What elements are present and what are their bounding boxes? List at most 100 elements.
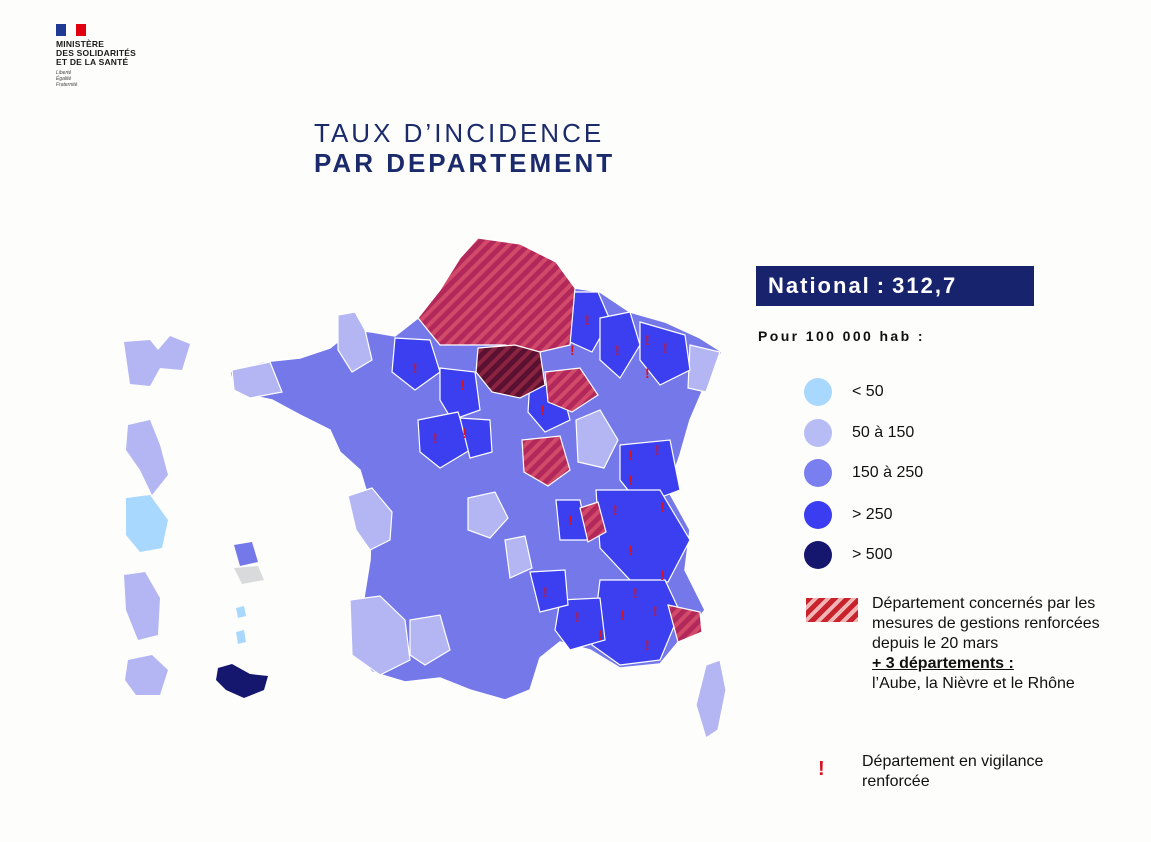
legend-label: > 500 [852, 546, 893, 563]
legend-swatch [804, 459, 832, 487]
department-light-gers [409, 614, 451, 666]
national-separator: : [876, 273, 887, 298]
department-hatched-rhone [579, 501, 607, 543]
vigilance-icon: ! [645, 637, 650, 653]
department-light-cotedor [575, 409, 619, 469]
department-high-eureetloir [439, 367, 481, 421]
vigilance-icon: ! [663, 340, 668, 356]
overseas-polynesie [216, 664, 268, 698]
legend-swatch [804, 419, 832, 447]
department-hatched-aube [544, 367, 599, 413]
vigilance-icon: ! [615, 342, 620, 358]
motto-egalite: Égalité [56, 76, 72, 82]
legend-label: 150 à 250 [852, 464, 924, 481]
hatch-extra-title: + 3 départements : [872, 655, 1014, 672]
title-line-1: TAUX D’INCIDENCE [314, 118, 605, 148]
corsica [695, 659, 727, 739]
legend-swatch [804, 541, 832, 569]
hatch-description: Département concernés par les mesures de… [872, 595, 1100, 652]
legend-swatch [804, 378, 832, 406]
department-light-vendee [347, 487, 393, 551]
vigilance-icon: ! [540, 402, 545, 418]
legend-label: > 250 [852, 506, 893, 523]
department-light-brittany [231, 361, 283, 399]
vigilance-icon: ! [653, 603, 658, 619]
page-title: TAUX D’INCIDENCE PAR DEPARTEMENT [314, 118, 615, 178]
department-high-south-east [591, 579, 681, 666]
logo-motto: Liberté Égalité Fraternité [56, 70, 176, 88]
department-light-limousin [504, 535, 533, 579]
overseas-martinique [126, 420, 168, 495]
vigilance-icon: ! [570, 342, 575, 358]
legend-label: 50 à 150 [852, 424, 915, 441]
legend-item-50-150: 50 à 150 [804, 418, 914, 448]
department-hatched-alpes-maritimes [667, 604, 703, 643]
exclamation-mark-icon: ! [818, 758, 825, 780]
vigilance-icon: ! [655, 442, 660, 458]
logo-line-2: DES SOLIDARITÉS [56, 48, 136, 58]
vigilance-icon: ! [628, 542, 633, 558]
vigilance-icon: ! [620, 607, 625, 623]
vigilance-icon: ! [433, 430, 438, 446]
department-high-loiret [417, 411, 471, 469]
vigilance-icon: ! [575, 609, 580, 625]
national-rate-banner: National:312,7 [756, 266, 1034, 306]
vigilance-icon: ! [543, 584, 548, 600]
vigilance-icon: ! [568, 512, 573, 528]
overseas-wallis-2 [236, 630, 246, 644]
overseas-wallis [236, 606, 246, 618]
department-high-rhonealpes [595, 489, 691, 583]
national-label: National [768, 273, 871, 298]
overseas-spm [234, 542, 258, 566]
motto-fraternite: Fraternité [56, 82, 78, 88]
overseas-spm-2 [234, 566, 264, 584]
vigilance-markers: ! ! ! ! ! ! ! ! ! ! ! ! ! ! ! ! ! ! ! ! … [413, 312, 668, 653]
legend-item-150-250: 150 à 250 [804, 458, 923, 488]
vigilance-icon: ! [660, 499, 665, 515]
vigilance-icon: ! [645, 332, 650, 348]
per-hab-label: Pour 100 000 hab : [758, 328, 925, 344]
hatch-swatch [806, 598, 858, 622]
department-hatched-paris [475, 344, 546, 399]
vigilance-icon: ! [645, 365, 650, 381]
department-high-moselle [639, 321, 691, 386]
vigilance-text: Département en vigilance renforcée [862, 753, 1044, 790]
department-high-eure [391, 337, 441, 391]
department-high-meuse [599, 311, 641, 379]
legend-label: < 50 [852, 383, 884, 400]
vigilance-icon: ! [660, 567, 665, 583]
overseas-guyane [126, 495, 168, 552]
vigilance-icon: ! [413, 360, 418, 376]
department-light-cotentin [337, 311, 373, 373]
department-light-alsace [687, 344, 721, 393]
department-hatched-north [417, 237, 576, 353]
department-hatched-nievre [521, 435, 571, 487]
overseas-mayotte [124, 572, 160, 640]
department-high-herault [554, 597, 606, 651]
hatch-text: Département concernés par les mesures de… [872, 594, 1102, 694]
department-high-aveyron [529, 569, 569, 613]
vigilance-icon: ! [598, 627, 603, 643]
department-light-landes [349, 595, 411, 676]
vigilance-icon: ! [462, 425, 467, 441]
legend-item-gt250: > 250 [804, 500, 892, 530]
french-flag-icon [56, 24, 86, 36]
department-light-allier [467, 491, 509, 539]
vigilance-icon: ! [585, 312, 590, 328]
legend-item-gt500: > 500 [804, 540, 892, 570]
vigilance-icon: ! [460, 377, 465, 393]
vigilance-icon: ! [633, 585, 638, 601]
logo-line-1: MINISTÈRE [56, 39, 105, 49]
vigilance-icon: ! [628, 447, 633, 463]
national-value: 312,7 [892, 273, 958, 298]
vigilance-icon: ! [628, 472, 633, 488]
overseas-reunion [125, 655, 168, 695]
vigilance-icon: ! [613, 502, 618, 518]
ministry-logo: MINISTÈRE DES SOLIDARITÉS ET DE LA SANTÉ… [56, 24, 176, 104]
title-line-2: PAR DEPARTEMENT [314, 148, 616, 178]
motto-liberte: Liberté [56, 70, 72, 76]
overseas-guadeloupe [124, 336, 190, 386]
legend-swatch [804, 501, 832, 529]
legend-item-lt50: < 50 [804, 377, 884, 407]
